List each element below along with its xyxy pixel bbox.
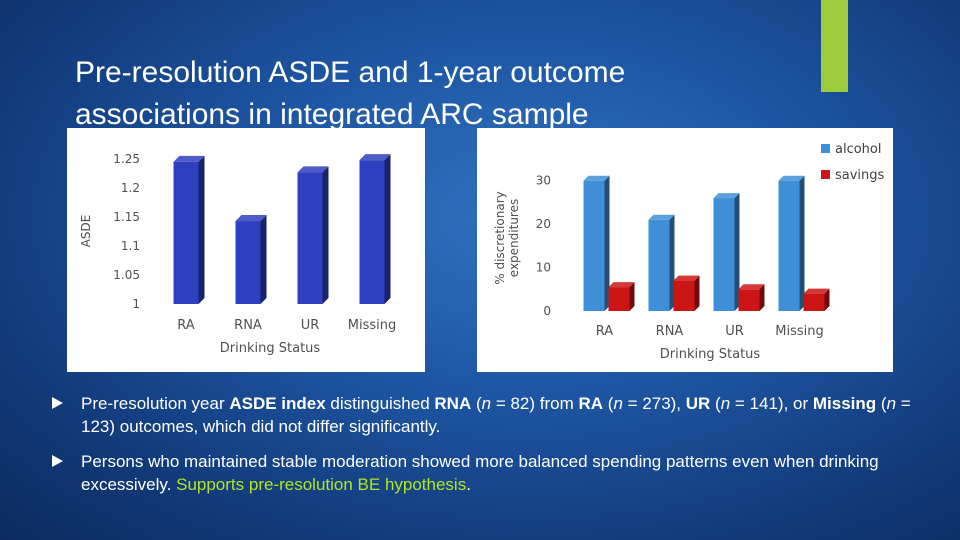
bullet-text: Persons who maintained stable moderation… bbox=[81, 452, 879, 494]
y-axis-label: % discretionaryexpenditures bbox=[493, 191, 521, 284]
legend-swatch-savings bbox=[821, 170, 830, 179]
accent-bar bbox=[821, 0, 848, 92]
bullet-text-run: Persons who maintained stable moderation… bbox=[81, 452, 879, 494]
x-axis-label: Drinking Status bbox=[220, 341, 321, 356]
legend-swatch-alcohol bbox=[821, 144, 830, 153]
bar-savings-missing bbox=[803, 288, 830, 311]
y-tick-label: 1 bbox=[132, 297, 140, 311]
bar-savings-ur bbox=[738, 284, 765, 311]
bullet-text-run: ( bbox=[876, 394, 887, 413]
y-tick-label: 10 bbox=[536, 261, 551, 275]
bar-asde-ur bbox=[297, 166, 329, 304]
bar-savings-ra bbox=[608, 282, 635, 311]
triangle-bullet-icon bbox=[52, 455, 63, 467]
expenditures-chart-panel: 0 10 20 30 % discretionaryexpenditures RA RNA U… bbox=[477, 128, 893, 372]
x-tick-label: RNA bbox=[656, 324, 684, 339]
bullet-text-run: = 141), or bbox=[730, 394, 813, 413]
bullet-text-run: ( bbox=[603, 394, 614, 413]
bullet-text-run: distinguished bbox=[325, 394, 435, 413]
bar-asde-rna bbox=[235, 215, 267, 304]
y-tick-label: 30 bbox=[536, 174, 551, 188]
y-tick-label: 20 bbox=[536, 217, 551, 231]
triangle-bullet-icon bbox=[52, 397, 63, 409]
x-tick-label: RA bbox=[596, 324, 614, 339]
x-tick-label: RNA bbox=[234, 318, 262, 333]
bullet-text-run: ASDE index bbox=[229, 394, 326, 413]
bullet-text-run: . bbox=[466, 475, 471, 494]
asde-chart: 1 1.05 1.1 1.15 1.2 1.25 ASDE RA RNA UR Missing Dri… bbox=[79, 152, 396, 356]
y-tick-label: 1.25 bbox=[113, 152, 140, 166]
legend-label: savings bbox=[835, 168, 885, 183]
bullet-text-run: RA bbox=[578, 394, 604, 413]
bullet-text-run: n bbox=[613, 394, 623, 413]
y-axis-label: ASDE bbox=[79, 215, 93, 248]
bullet-text-run: = 273), bbox=[622, 394, 686, 413]
bullet-text-run: n bbox=[886, 394, 897, 413]
slide-title: Pre-resolution ASDE and 1-year outcome a… bbox=[75, 56, 626, 132]
bullet-text-run: ( bbox=[710, 394, 721, 413]
x-tick-label: RA bbox=[177, 318, 195, 333]
bullet-list: Pre-resolution year ASDE index distingui… bbox=[52, 392, 932, 508]
bullet-text-run: ( bbox=[471, 394, 482, 413]
bar-alcohol-missing bbox=[778, 175, 805, 311]
bullet-text-run: = 82) from bbox=[491, 394, 579, 413]
y-tick-label: 1.1 bbox=[121, 239, 140, 253]
bullet-text-run: = 123) outcomes, which did not differ si… bbox=[81, 394, 911, 436]
y-tick-label: 1.15 bbox=[113, 210, 140, 224]
bullet-text-run: Missing bbox=[812, 394, 877, 413]
x-tick-label: UR bbox=[301, 318, 320, 333]
bullet-text: Pre-resolution year ASDE index distingui… bbox=[81, 394, 911, 436]
x-tick-label: Missing bbox=[775, 324, 823, 339]
x-axis-label: Drinking Status bbox=[660, 347, 761, 362]
y-tick-label: 1.2 bbox=[121, 181, 140, 195]
x-tick-label: Missing bbox=[348, 318, 396, 333]
bullet-text-run: n bbox=[481, 394, 492, 413]
bar-asde-missing bbox=[359, 154, 391, 304]
highlighted-text: Supports pre-resolution BE hypothesis bbox=[176, 475, 467, 494]
bullet-text-run: UR bbox=[685, 394, 711, 413]
bar-alcohol-ra bbox=[583, 175, 610, 311]
bullet-item: Persons who maintained stable moderation… bbox=[52, 450, 932, 496]
bar-alcohol-ur bbox=[713, 193, 740, 311]
y-tick-label: 0 bbox=[543, 304, 551, 318]
asde-chart-panel: 1 1.05 1.1 1.15 1.2 1.25 ASDE RA RNA UR Missing Dri… bbox=[67, 128, 425, 372]
bullet-text-run: Pre-resolution year bbox=[81, 394, 230, 413]
bar-alcohol-rna bbox=[648, 214, 675, 311]
x-tick-label: UR bbox=[725, 324, 744, 339]
bar-asde-ra bbox=[173, 155, 205, 304]
y-tick-label: 1.05 bbox=[113, 268, 140, 282]
bar-savings-rna bbox=[673, 275, 700, 311]
bullet-text-run: n bbox=[720, 394, 731, 413]
bullet-text-run: RNA bbox=[434, 394, 472, 413]
expenditures-chart: 0 10 20 30 % discretionaryexpenditures RA RNA U… bbox=[493, 142, 885, 362]
bullet-item: Pre-resolution year ASDE index distingui… bbox=[52, 392, 932, 438]
legend-label: alcohol bbox=[835, 142, 881, 157]
